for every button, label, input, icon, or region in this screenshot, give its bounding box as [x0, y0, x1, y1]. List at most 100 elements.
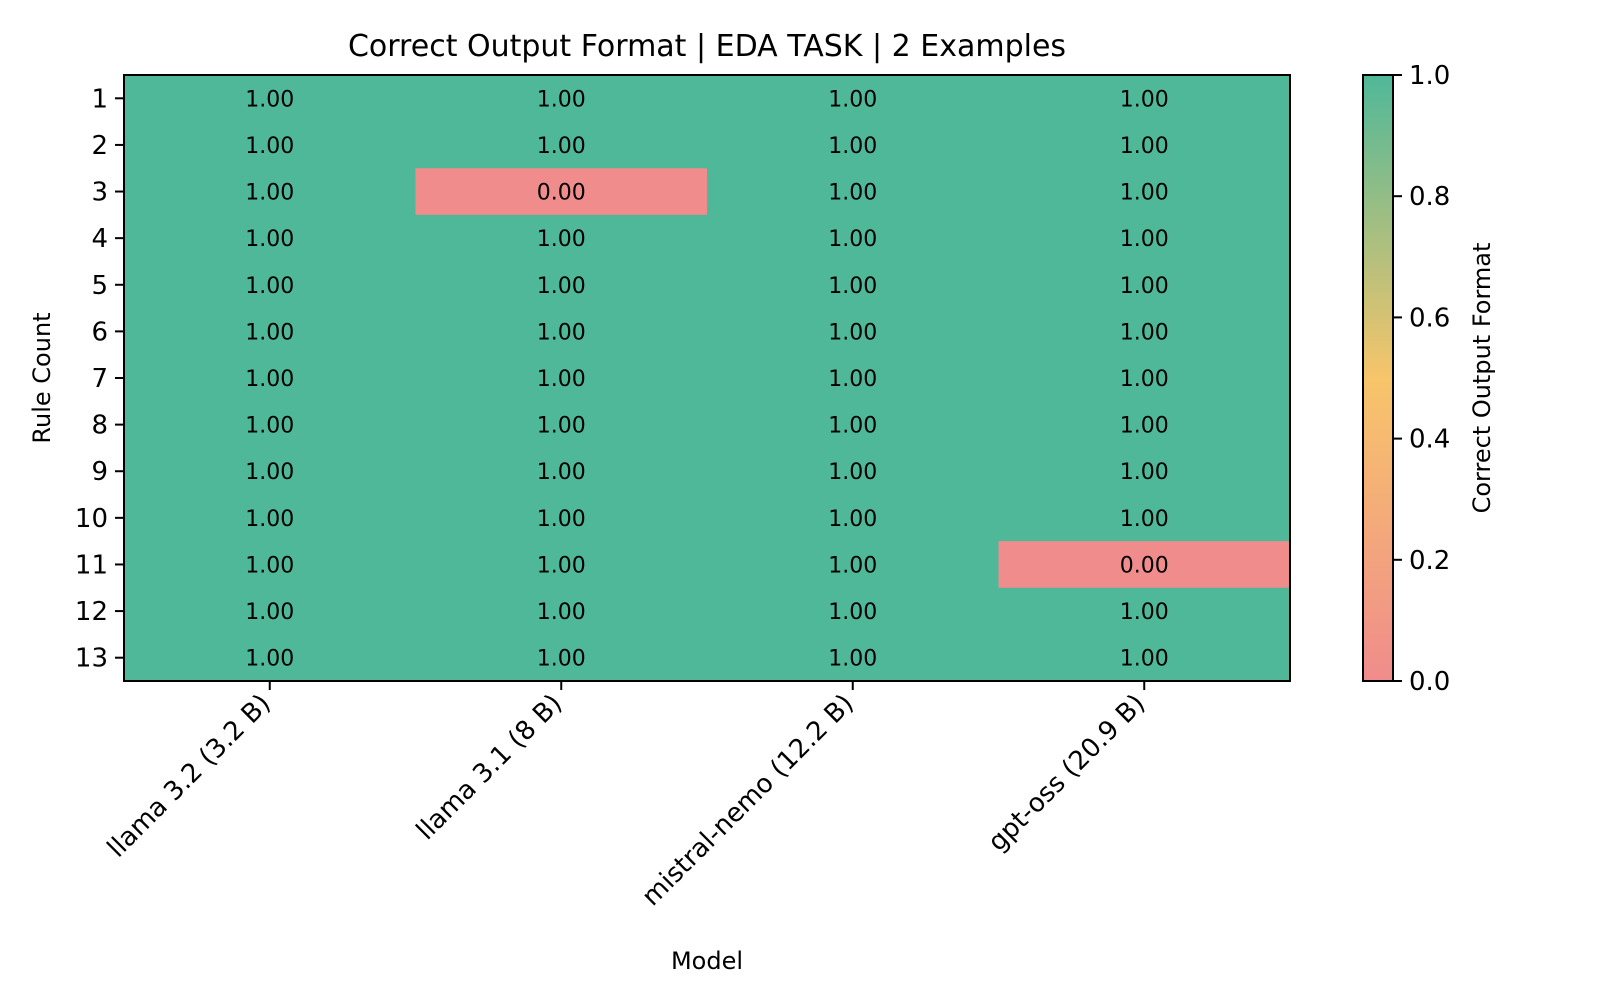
heatmap-cell-labels: 1.00 1.00 1.00 1.00 1.00 1.00 1.00 1.00 1.00 0.00… [245, 87, 1168, 671]
cell-value-label: 1.00 [537, 460, 586, 485]
colorbar-tick-label: 0.0 [1409, 667, 1450, 697]
heatmap-cell [415, 587, 708, 635]
x-axis: llama 3.2 (3.2 B) llama 3.1 (8 B) mistral-… [102, 681, 1151, 912]
cell-value-label: 1.00 [537, 367, 586, 392]
x-tick-label: gpt-oss (20.9 B) [982, 689, 1151, 858]
cell-value-label: 1.00 [1120, 600, 1169, 625]
heatmap-cell [124, 214, 416, 262]
cell-value-label: 1.00 [245, 367, 294, 392]
heatmap-cell [707, 447, 999, 496]
heatmap-cell [707, 494, 999, 542]
cell-value-label: 1.00 [1120, 367, 1169, 392]
heatmap-cell [998, 354, 1291, 402]
cell-value-label: 1.00 [1120, 320, 1169, 345]
cell-value-label: 1.00 [537, 320, 586, 345]
heatmap-cell [124, 261, 416, 309]
cell-value-label: 1.00 [537, 227, 586, 252]
cell-value-label: 1.00 [537, 87, 586, 112]
heatmap-cell [124, 168, 416, 216]
heatmap-cell [415, 214, 708, 262]
heatmap-cell [415, 121, 708, 169]
y-tick-label: 1 [91, 84, 108, 114]
cell-value-label: 1.00 [828, 647, 877, 672]
colorbar-label: Correct Output Format [1468, 243, 1496, 514]
heatmap-cell [707, 541, 999, 589]
heatmap-cell [998, 261, 1291, 309]
heatmap-cells [124, 75, 1291, 682]
cell-value-label: 1.00 [537, 553, 586, 578]
heatmap-cell [707, 75, 999, 123]
x-tick-label: llama 3.1 (8 B) [411, 689, 568, 846]
heatmap-cell [124, 354, 416, 402]
cell-value-label: 1.00 [828, 553, 877, 578]
y-tick-label: 9 [91, 457, 108, 487]
heatmap-cell [998, 401, 1291, 449]
heatmap-cell [998, 75, 1291, 123]
cell-value-label: 1.00 [537, 647, 586, 672]
heatmap-cell [415, 447, 708, 496]
heatmap-cell [707, 214, 999, 262]
y-tick-label: 12 [75, 597, 108, 627]
colorbar-tick-label: 0.8 [1409, 182, 1450, 212]
heatmap-cell [124, 75, 416, 123]
heatmap-cell [124, 634, 416, 682]
cell-value-label: 1.00 [537, 274, 586, 299]
cell-value-label: 1.00 [245, 647, 294, 672]
heatmap-cell [707, 401, 999, 449]
cell-value-label: 1.00 [537, 600, 586, 625]
heatmap-cell [415, 401, 708, 449]
cell-value-label: 1.00 [245, 274, 294, 299]
cell-value-label: 1.00 [245, 134, 294, 159]
heatmap-cell [415, 75, 708, 123]
heatmap-cell [998, 587, 1291, 635]
colorbar-tick-label: 0.4 [1409, 425, 1450, 455]
cell-value-label: 1.00 [245, 507, 294, 532]
cell-value-label: 1.00 [828, 227, 877, 252]
cell-value-label: 0.00 [537, 181, 586, 206]
y-tick-label: 11 [75, 550, 108, 580]
cell-value-label: 1.00 [245, 227, 294, 252]
y-tick-label: 6 [91, 317, 108, 347]
colorbar-tick-label: 0.6 [1409, 303, 1450, 333]
cell-value-label: 1.00 [1120, 134, 1169, 159]
heatmap-cell [707, 121, 999, 169]
colorbar-axis: 0.0 0.2 0.4 0.6 0.8 1.0 [1393, 61, 1450, 697]
heatmap-cell [998, 308, 1291, 356]
heatmap-cell [998, 634, 1291, 682]
cell-value-label: 1.00 [1120, 460, 1169, 485]
heatmap-cell [998, 121, 1291, 169]
y-tick-label: 2 [91, 131, 108, 161]
cell-value-label: 1.00 [1120, 274, 1169, 299]
y-tick-label: 8 [91, 411, 108, 441]
cell-value-label: 1.00 [828, 87, 877, 112]
y-tick-label: 5 [91, 271, 108, 301]
heatmap-cell [415, 494, 708, 542]
heatmap-cell [124, 308, 416, 356]
heatmap-cell [124, 541, 416, 589]
heatmap-cell [124, 121, 416, 169]
heatmap-cell [998, 447, 1291, 496]
cell-value-label: 1.00 [1120, 87, 1169, 112]
cell-value-label: 1.00 [828, 367, 877, 392]
y-tick-label: 3 [91, 178, 108, 208]
heatmap-cell [415, 634, 708, 682]
colorbar [1362, 74, 1394, 682]
heatmap-cell [415, 168, 708, 216]
cell-value-label: 1.00 [1120, 227, 1169, 252]
heatmap-cell [415, 261, 708, 309]
cell-value-label: 1.00 [1120, 647, 1169, 672]
heatmap-cell [707, 634, 999, 682]
heatmap-cell [124, 587, 416, 635]
cell-value-label: 1.00 [245, 320, 294, 345]
cell-value-label: 1.00 [537, 134, 586, 159]
cell-value-label: 1.00 [537, 507, 586, 532]
cell-value-label: 1.00 [245, 414, 294, 439]
cell-value-label: 1.00 [537, 414, 586, 439]
cell-value-label: 0.00 [1120, 553, 1169, 578]
heatmap-cell [415, 541, 708, 589]
heatmap-cell [707, 308, 999, 356]
x-tick-label: mistral-nemo (12.2 B) [636, 689, 859, 912]
cell-value-label: 1.00 [828, 134, 877, 159]
